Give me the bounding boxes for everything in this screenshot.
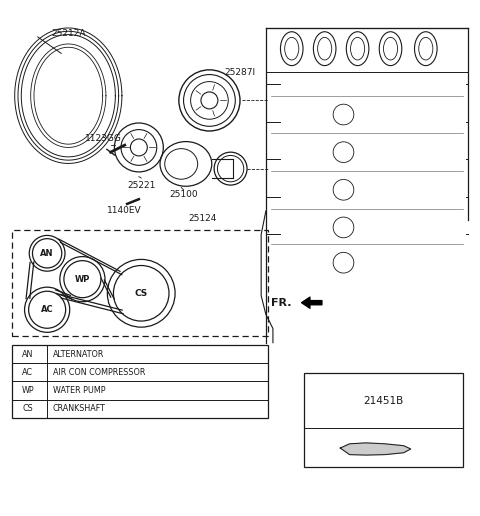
Bar xyxy=(12,230,268,335)
Text: AC: AC xyxy=(41,305,53,314)
Text: WP: WP xyxy=(75,275,90,284)
Text: 1123GG: 1123GG xyxy=(85,134,122,142)
Text: AIR CON COMPRESSOR: AIR CON COMPRESSOR xyxy=(53,368,145,377)
Text: CS: CS xyxy=(23,405,33,413)
Text: 25100: 25100 xyxy=(169,190,198,199)
Text: ALTERNATOR: ALTERNATOR xyxy=(53,350,104,359)
Bar xyxy=(303,373,464,467)
Text: AN: AN xyxy=(40,249,54,258)
FancyArrowPatch shape xyxy=(301,297,322,308)
Text: CRANKSHAFT: CRANKSHAFT xyxy=(53,405,106,413)
Text: CS: CS xyxy=(134,289,148,298)
Bar xyxy=(12,345,268,418)
Text: 25221: 25221 xyxy=(127,181,156,189)
Text: 25212A: 25212A xyxy=(51,29,85,38)
Text: FR.: FR. xyxy=(271,298,291,308)
Text: 21451B: 21451B xyxy=(363,396,404,406)
Text: AC: AC xyxy=(22,368,33,377)
Text: WATER PUMP: WATER PUMP xyxy=(53,386,105,395)
Text: 25124: 25124 xyxy=(188,214,216,222)
Text: WP: WP xyxy=(22,386,34,395)
Text: 1140EV: 1140EV xyxy=(108,206,142,216)
Text: AN: AN xyxy=(22,350,34,359)
Text: 25287I: 25287I xyxy=(225,68,255,77)
Polygon shape xyxy=(340,443,411,455)
